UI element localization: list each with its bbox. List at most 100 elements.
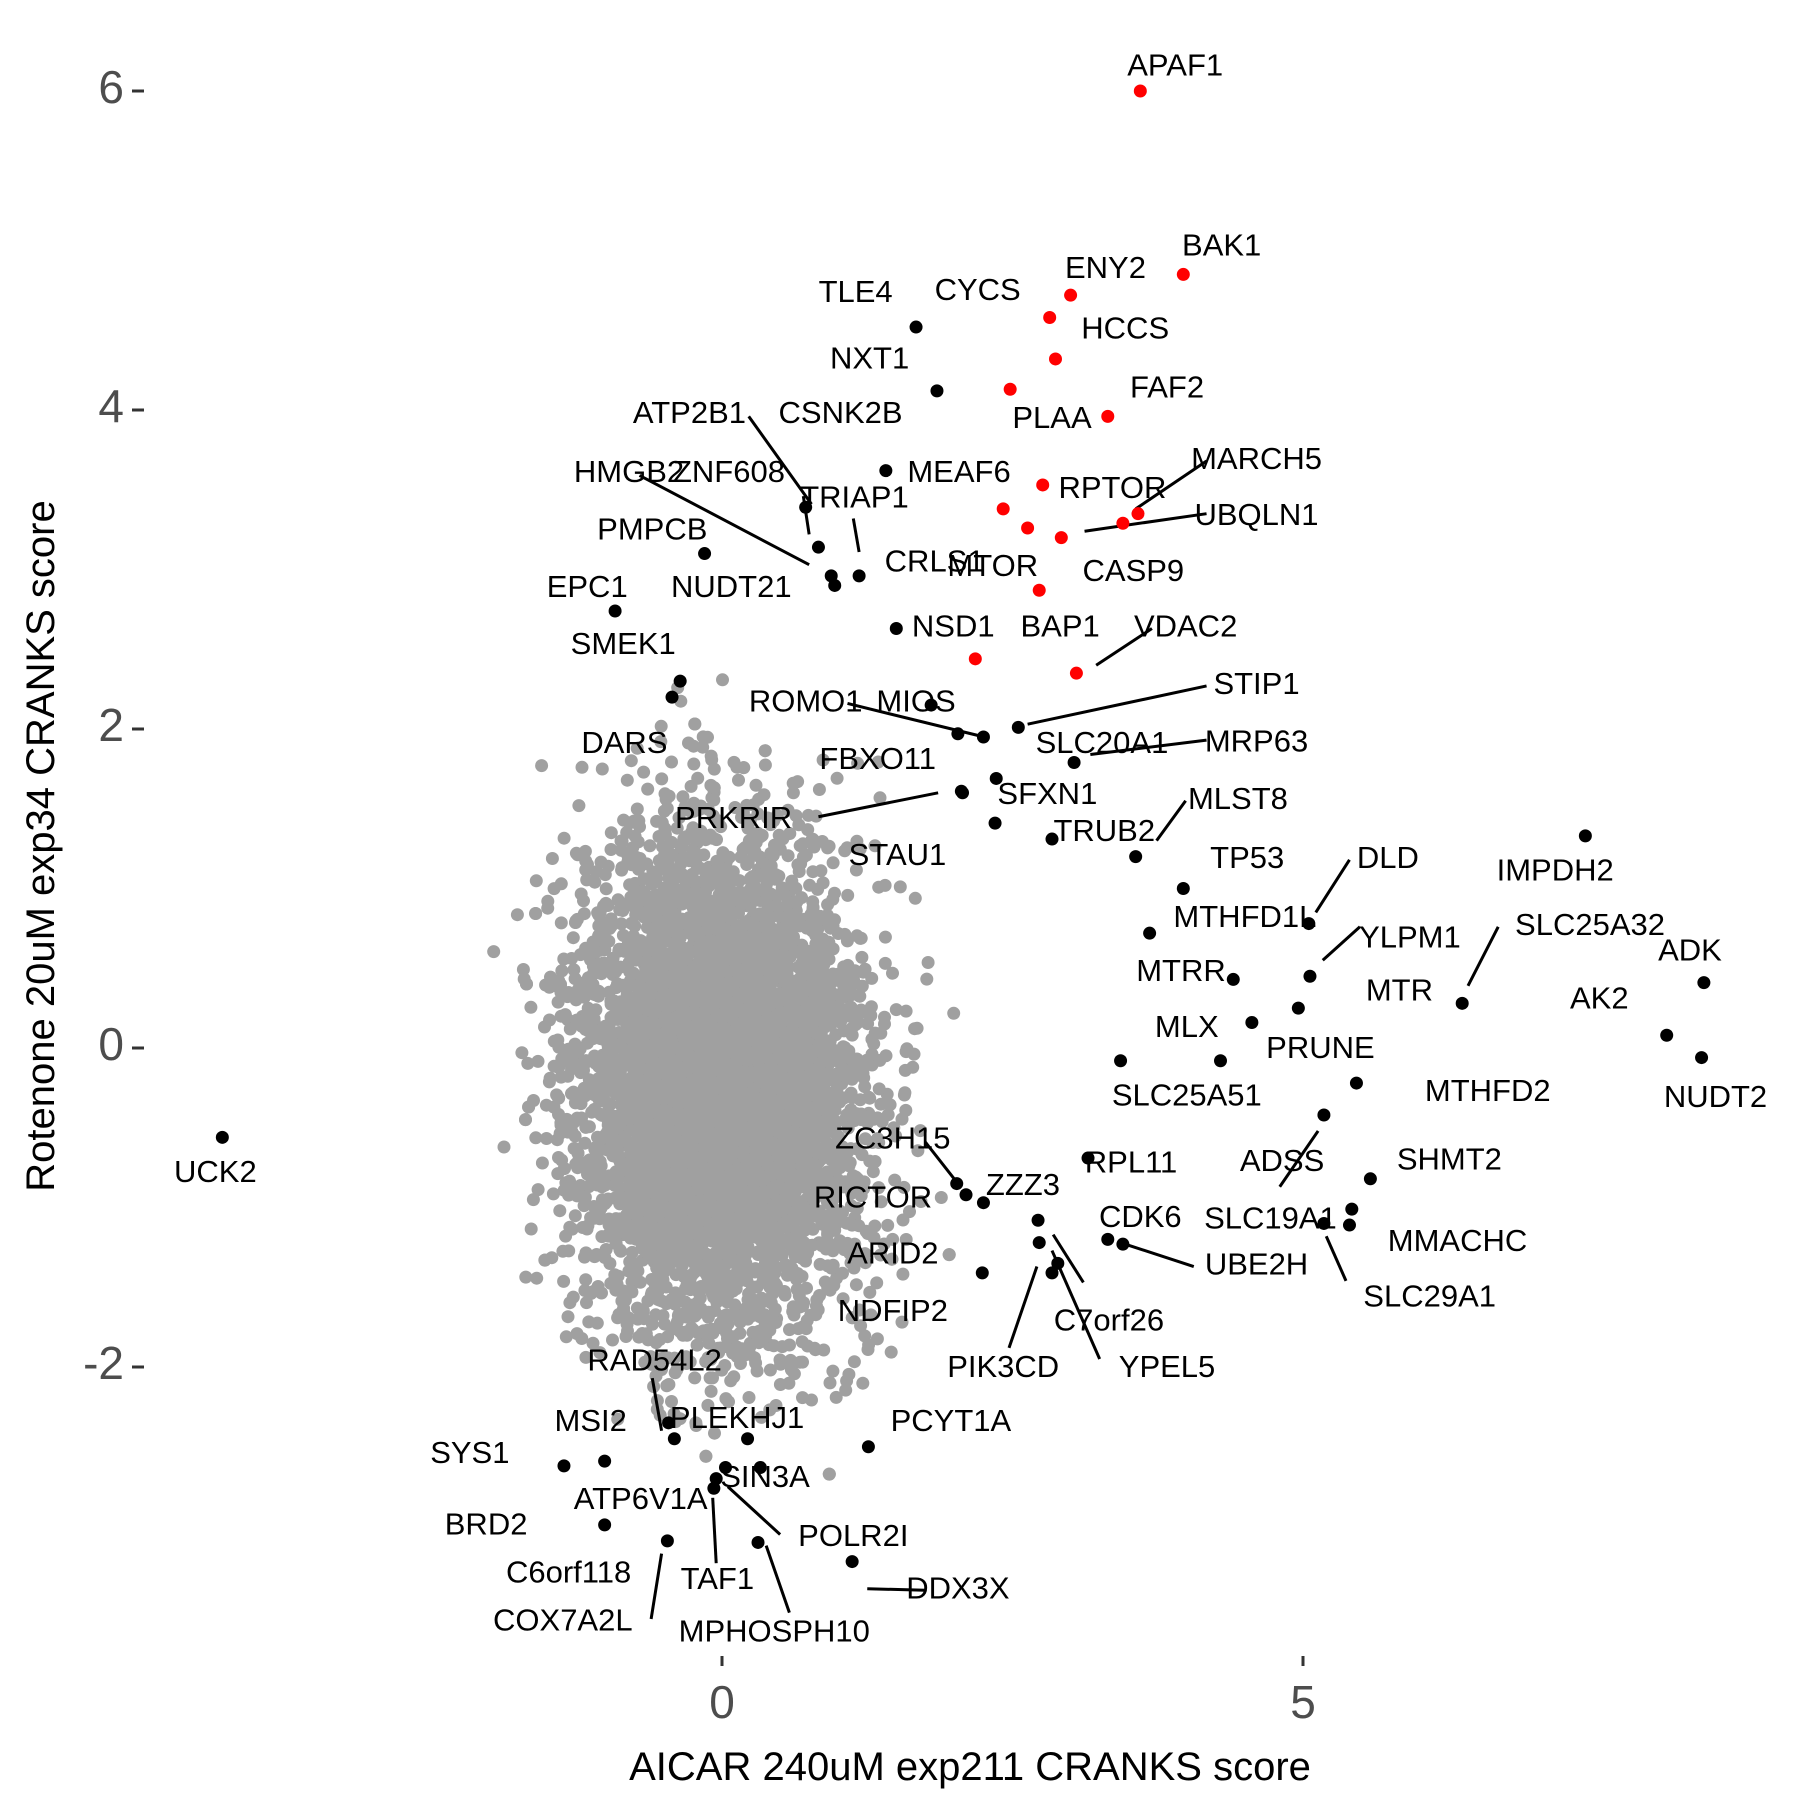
background-point bbox=[588, 1250, 602, 1264]
background-point bbox=[614, 834, 628, 848]
background-point bbox=[721, 1332, 734, 1346]
background-point bbox=[693, 1291, 707, 1305]
background-point bbox=[704, 749, 718, 763]
background-point bbox=[796, 1355, 809, 1369]
background-point bbox=[593, 1169, 606, 1183]
background-point bbox=[684, 1271, 697, 1285]
background-point bbox=[874, 1195, 888, 1209]
background-point bbox=[654, 719, 668, 733]
background-point bbox=[707, 762, 721, 776]
background-point bbox=[768, 838, 781, 852]
background-point bbox=[758, 758, 772, 772]
background-point bbox=[644, 1288, 658, 1302]
background-point bbox=[593, 1346, 607, 1360]
background-point bbox=[830, 1080, 844, 1094]
background-point bbox=[579, 941, 593, 955]
background-point bbox=[895, 1315, 909, 1329]
background-point bbox=[651, 1253, 665, 1267]
background-point bbox=[675, 1027, 689, 1041]
background-point bbox=[757, 788, 771, 802]
background-point bbox=[820, 1126, 833, 1140]
background-point bbox=[655, 772, 669, 786]
background-point bbox=[702, 1336, 716, 1350]
background-point bbox=[855, 950, 869, 964]
background-point bbox=[595, 762, 609, 776]
background-point bbox=[516, 963, 530, 976]
background-point bbox=[872, 1082, 886, 1096]
background-point bbox=[559, 1330, 573, 1344]
background-point bbox=[577, 1199, 591, 1213]
background-point bbox=[733, 1326, 747, 1340]
background-point bbox=[816, 1015, 830, 1029]
background-point bbox=[630, 802, 644, 816]
background-point bbox=[678, 1295, 692, 1309]
background-point bbox=[701, 879, 715, 893]
background-point bbox=[624, 754, 638, 768]
background-point bbox=[899, 1004, 913, 1018]
background-point bbox=[878, 956, 892, 970]
background-point bbox=[784, 1363, 798, 1377]
background-point bbox=[696, 740, 710, 754]
background-point bbox=[526, 1193, 540, 1207]
background-point bbox=[799, 1322, 813, 1336]
background-point bbox=[521, 1056, 535, 1070]
background-point bbox=[769, 1262, 783, 1276]
background-point bbox=[519, 1270, 533, 1284]
background-point bbox=[870, 1276, 884, 1290]
background-point bbox=[665, 1395, 678, 1408]
background-point bbox=[801, 808, 815, 822]
background-point bbox=[557, 831, 571, 845]
background-point bbox=[754, 1410, 768, 1424]
background-point bbox=[510, 908, 524, 922]
background-point bbox=[586, 959, 600, 973]
background-point bbox=[854, 1319, 868, 1333]
background-point bbox=[674, 856, 688, 870]
background-point bbox=[763, 1403, 777, 1417]
background-point bbox=[781, 897, 795, 911]
background-point bbox=[535, 1156, 549, 1170]
background-point bbox=[845, 1028, 859, 1042]
background-point bbox=[579, 1119, 593, 1133]
background-point bbox=[602, 934, 616, 948]
background-point bbox=[850, 1201, 864, 1215]
background-point bbox=[579, 1273, 593, 1287]
background-point bbox=[557, 1274, 571, 1288]
background-point bbox=[593, 1212, 607, 1226]
background-point bbox=[934, 1191, 948, 1204]
background-point bbox=[785, 877, 799, 891]
background-point bbox=[897, 1180, 911, 1194]
background-point bbox=[687, 757, 701, 771]
background-point bbox=[529, 1131, 543, 1145]
background-point bbox=[687, 796, 701, 810]
background-point bbox=[873, 791, 887, 805]
background-point bbox=[641, 782, 655, 796]
background-point bbox=[829, 1390, 843, 1404]
background-point bbox=[884, 1345, 898, 1359]
background-point bbox=[795, 891, 808, 905]
background-point bbox=[836, 1292, 850, 1306]
background-point bbox=[863, 1285, 877, 1299]
background-point bbox=[736, 806, 750, 820]
background-point bbox=[566, 1085, 580, 1099]
background-point bbox=[553, 1204, 567, 1218]
background-point bbox=[805, 1238, 819, 1252]
background-point bbox=[893, 880, 907, 894]
background-point bbox=[781, 803, 795, 817]
background-point bbox=[856, 1376, 870, 1390]
background-point bbox=[577, 1063, 590, 1077]
background-point bbox=[543, 1013, 556, 1027]
background-point bbox=[913, 1124, 927, 1138]
background-point bbox=[914, 1195, 928, 1208]
background-point bbox=[822, 1175, 836, 1189]
background-point bbox=[665, 755, 678, 769]
background-point bbox=[868, 1219, 882, 1233]
background-point bbox=[881, 1218, 895, 1232]
background-point bbox=[746, 798, 760, 812]
background-point bbox=[947, 1006, 961, 1020]
background-point bbox=[566, 1290, 580, 1304]
background-point bbox=[579, 1350, 593, 1364]
background-point bbox=[878, 930, 892, 944]
background-point bbox=[826, 856, 840, 870]
background-point bbox=[595, 1230, 609, 1244]
